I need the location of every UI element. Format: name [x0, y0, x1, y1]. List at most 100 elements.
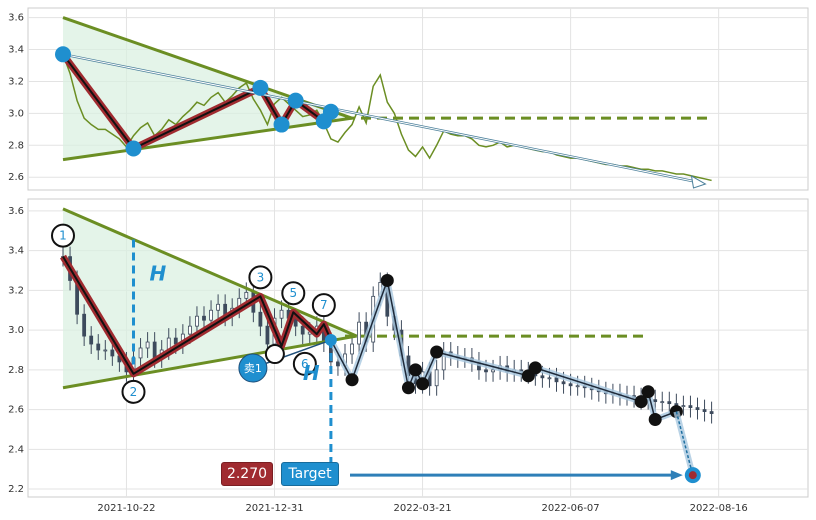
sell-background-ring — [264, 344, 285, 365]
candle-body — [138, 347, 143, 359]
pivot-label: 5 — [289, 286, 297, 300]
top-pivot-dot — [322, 103, 339, 120]
top-trend-arrowhead — [690, 175, 707, 189]
bottom-x-tick-label: 2022-06-07 — [542, 503, 600, 514]
projection-dot — [634, 395, 648, 409]
bottom-x-tick-label: 2022-03-21 — [393, 503, 451, 514]
bottom-y-tick-label: 3.6 — [8, 206, 24, 217]
top-upper-trendline — [62, 16, 353, 120]
projection-dot — [641, 385, 655, 399]
candle-body — [653, 399, 658, 403]
pivot-label-circle — [248, 265, 273, 290]
pivot-label-circle — [311, 293, 336, 318]
top-pivot-dot — [55, 46, 71, 63]
candle-body — [279, 309, 284, 319]
candle-body — [216, 303, 221, 311]
candle-body — [568, 383, 573, 387]
top-y-tick-label: 2.6 — [8, 172, 24, 183]
candle-body — [258, 311, 263, 327]
target-dot-center — [688, 471, 697, 480]
top-y-tick-label: 3.6 — [8, 13, 24, 24]
bottom-panel: 2.22.42.62.83.03.23.43.6 2021-10-22 2021-… — [8, 198, 809, 514]
candle-body — [110, 349, 115, 357]
top-pivot-dot — [273, 116, 290, 133]
candle-body — [336, 361, 340, 367]
top-y-tick-label: 3.0 — [8, 108, 24, 119]
pivot-label: 2 — [130, 385, 138, 399]
candle-body — [357, 321, 362, 345]
candle-body — [575, 385, 580, 388]
top-trend-arrow — [62, 53, 698, 183]
top-y-tick-label: 2.8 — [8, 140, 24, 151]
top-y-tick-label: 3.4 — [8, 45, 24, 56]
top-lower-trendline — [62, 116, 353, 162]
bottom-y-tick-label: 2.8 — [8, 365, 24, 376]
candle-body — [688, 405, 693, 409]
projection-dot — [648, 413, 662, 427]
candle-body — [173, 337, 178, 345]
candle-body — [681, 405, 686, 408]
sell-point-dot — [324, 334, 337, 347]
candle-body — [82, 313, 87, 337]
top-pattern — [55, 16, 712, 189]
bottom-y-tick-label: 2.4 — [8, 444, 24, 455]
bottom-lower-trendline — [62, 334, 358, 390]
target-label-badge: Target — [281, 462, 339, 486]
marker-label: 6 — [301, 357, 309, 371]
projection-dot — [345, 373, 359, 387]
candle-body — [244, 291, 249, 299]
candle-body — [265, 325, 270, 345]
candle-body — [96, 343, 101, 351]
bottom-y-tick-label: 3.0 — [8, 325, 24, 336]
projection-dot — [401, 381, 415, 395]
candle-body — [187, 325, 192, 335]
candle-body — [561, 381, 566, 385]
bottom-x-tick-label: 2021-10-22 — [97, 503, 155, 514]
bottom-pattern — [60, 207, 646, 390]
candle-body — [145, 341, 150, 349]
projection-dot — [528, 361, 542, 375]
projection-dot — [409, 363, 422, 377]
pivot-label: 3 — [257, 270, 265, 284]
pivot-label-circle — [51, 223, 75, 248]
top-pivot-dot — [287, 92, 304, 109]
pivot-label-circle — [121, 379, 146, 404]
pivot-label: 1 — [59, 229, 67, 243]
candle-body — [540, 375, 545, 379]
candle-body — [152, 341, 157, 359]
top-pivot-dot — [125, 140, 142, 157]
pivot-label: 7 — [320, 298, 328, 312]
candle-body — [209, 309, 213, 321]
top-panel: 2.6 2.8 3.0 3.2 3.4 3.6 — [8, 7, 809, 191]
bottom-y-tick-label: 3.4 — [8, 246, 24, 257]
bottom-y-tick-label: 3.2 — [8, 285, 24, 296]
candle-body — [300, 325, 305, 335]
bottom-x-ticks: 2021-10-22 2021-12-31 2022-03-21 2022-06-07… — [97, 503, 747, 514]
candle-body — [702, 409, 707, 412]
candle-body — [484, 369, 488, 373]
candle-body — [89, 335, 94, 345]
projection-dot — [416, 377, 430, 391]
sell-badge — [238, 353, 268, 383]
candle-body — [350, 343, 354, 355]
bottom-x-tick-label: 2021-12-31 — [245, 503, 303, 514]
candle-body — [434, 369, 439, 387]
target-price-badge: 2.270 — [221, 462, 273, 486]
projection-dot — [380, 273, 394, 287]
marker-label-circle — [292, 351, 317, 376]
candle-body — [709, 411, 714, 414]
height-label-projected: H — [303, 361, 320, 385]
candle-body — [491, 369, 495, 373]
top-pivot-dot — [252, 79, 269, 96]
bottom-upper-trendline — [62, 207, 358, 338]
bottom-zigzag-inner — [62, 256, 332, 375]
bottom-y-tick-label: 2.2 — [8, 484, 24, 495]
candle-body — [103, 349, 108, 352]
bottom-y-tick-label: 2.6 — [8, 405, 24, 416]
candle-body — [667, 401, 672, 405]
candle-body — [660, 401, 665, 404]
candle-body — [195, 315, 199, 327]
bottom-projection — [328, 273, 701, 484]
